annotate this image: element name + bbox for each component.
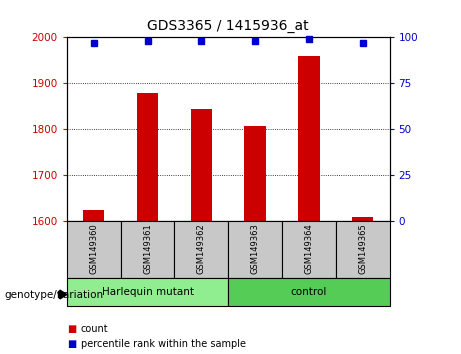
Bar (336, 221, 390, 278)
Text: count: count (81, 324, 108, 334)
Bar (121, 221, 174, 278)
Bar (137, 93, 158, 221)
Bar (83, 210, 105, 221)
Title: GDS3365 / 1415936_at: GDS3365 / 1415936_at (148, 19, 309, 33)
Text: GSM149364: GSM149364 (304, 223, 313, 274)
Text: GSM149363: GSM149363 (251, 223, 260, 274)
Text: percentile rank within the sample: percentile rank within the sample (81, 339, 246, 349)
Text: ■: ■ (67, 324, 76, 334)
Bar (282, 221, 336, 278)
Text: GSM149365: GSM149365 (358, 223, 367, 274)
Bar (298, 56, 319, 221)
Bar (244, 126, 266, 221)
Text: GSM149360: GSM149360 (89, 223, 98, 274)
Text: genotype/variation: genotype/variation (5, 290, 104, 299)
Bar (228, 221, 282, 278)
Text: GSM149362: GSM149362 (197, 223, 206, 274)
Bar (174, 221, 228, 278)
Bar (67, 278, 228, 306)
Bar (228, 278, 390, 306)
Text: ■: ■ (67, 339, 76, 349)
Bar (352, 217, 373, 221)
Text: GSM149361: GSM149361 (143, 223, 152, 274)
Text: Harlequin mutant: Harlequin mutant (101, 287, 194, 297)
Bar (67, 221, 121, 278)
Text: control: control (291, 287, 327, 297)
Bar (190, 109, 212, 221)
